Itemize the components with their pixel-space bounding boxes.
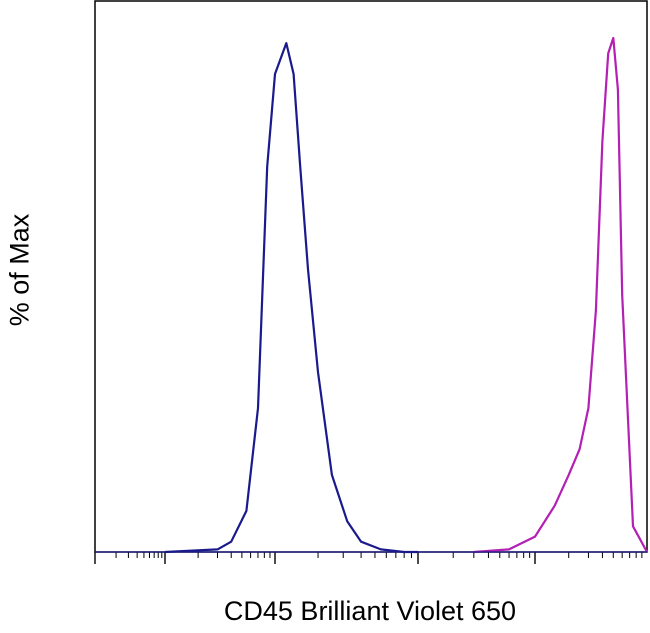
y-axis-label: % of Max — [4, 213, 35, 327]
plot-frame — [94, 0, 648, 553]
x-axis-ticks — [94, 552, 643, 564]
x-axis-label: CD45 Brilliant Violet 650 — [223, 596, 517, 626]
series-line-1 — [164, 42, 418, 554]
series-lines — [95, 36, 648, 554]
series-line-2 — [473, 36, 648, 554]
